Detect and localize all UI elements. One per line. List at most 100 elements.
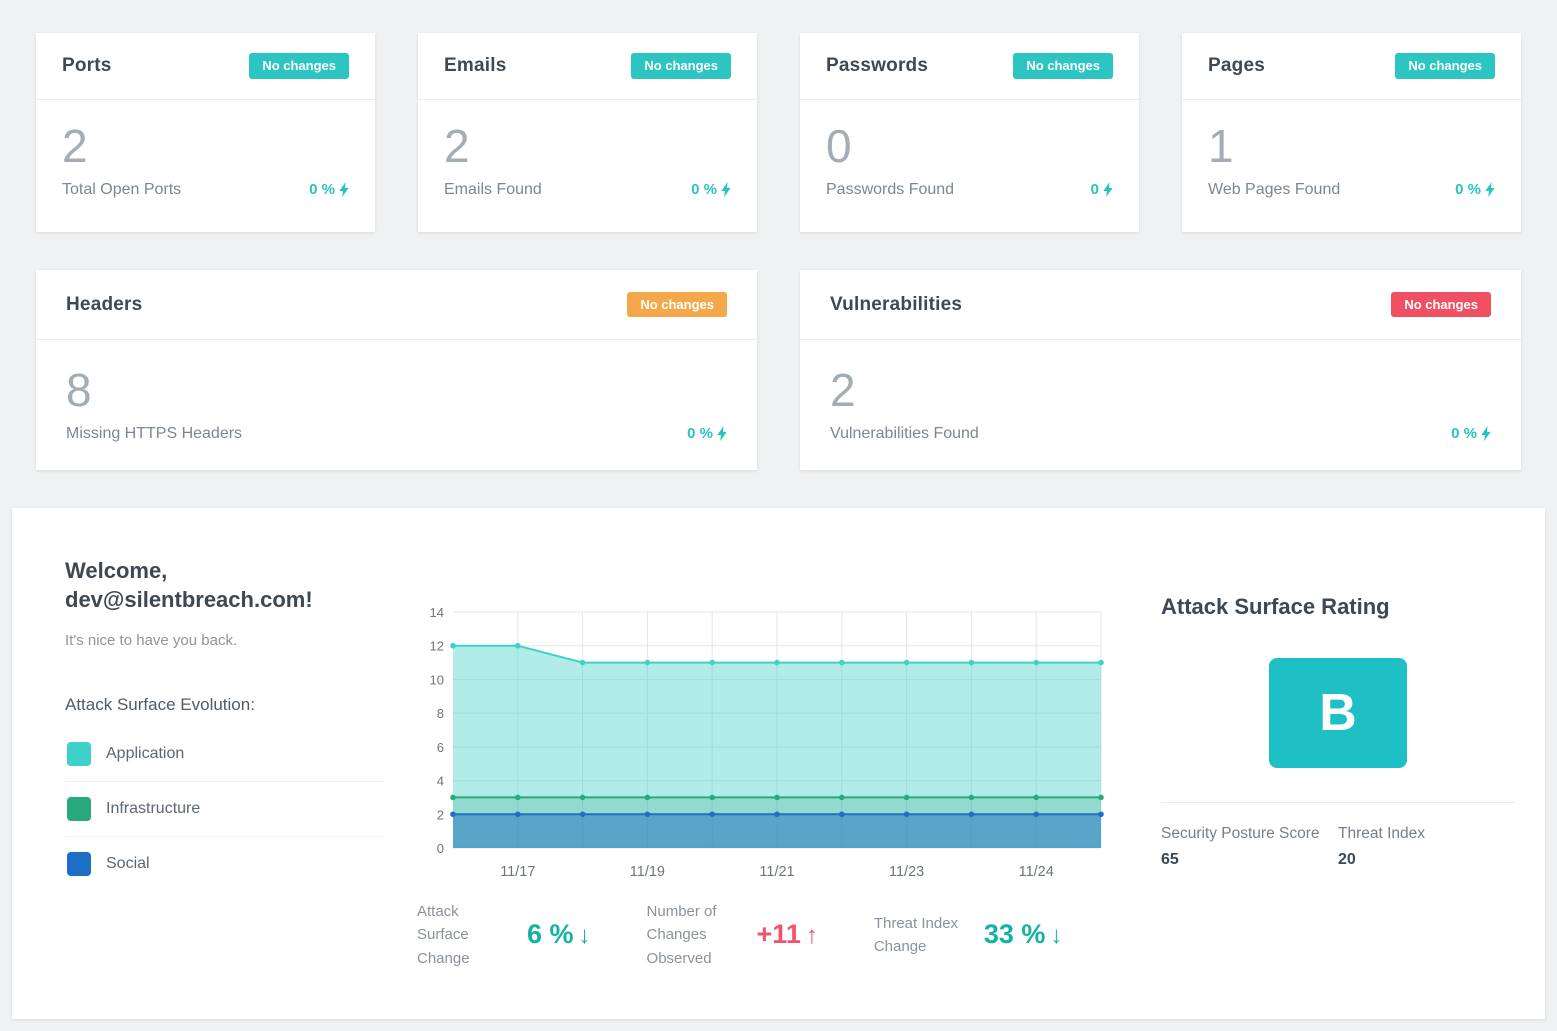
card-passwords: Passwords No changes 0 Passwords Found 0	[800, 33, 1139, 232]
status-badge: No changes	[1391, 291, 1491, 318]
svg-text:11/24: 11/24	[1019, 864, 1054, 880]
svg-text:14: 14	[430, 605, 444, 620]
welcome-section: Welcome, dev@silentbreach.com! It's nice…	[65, 548, 385, 989]
change-percent: 0 %	[687, 425, 713, 443]
change-percent: 0 %	[309, 181, 335, 199]
card-vulnerabilities: Vulnerabilities No changes 2 Vulnerabili…	[800, 270, 1521, 470]
card-title: Headers	[66, 293, 143, 315]
metric-value: 2	[444, 120, 470, 172]
metric-row: Passwords Found 0	[826, 181, 1113, 199]
metric-row: Vulnerabilities Found 0 %	[830, 425, 1491, 443]
legend-label: Social	[106, 855, 150, 873]
rating-stat-label: Security Posture Score	[1161, 825, 1320, 842]
card-headers: Headers No changes 8 Missing HTTPS Heade…	[36, 270, 757, 470]
stat-threat-index-change: Threat Index Change 33 % ↓	[874, 900, 1063, 970]
stat-value: 33 % ↓	[984, 919, 1063, 950]
rating-stat-value: 65	[1161, 851, 1179, 868]
card-title: Vulnerabilities	[830, 293, 963, 315]
svg-text:11/21: 11/21	[759, 864, 794, 880]
metric-label: Passwords Found	[826, 180, 955, 198]
arrow-up-icon: ↑	[805, 922, 818, 950]
svg-text:4: 4	[437, 774, 444, 789]
application-swatch	[67, 742, 91, 767]
change-percent: 0 %	[1455, 181, 1481, 199]
rating-stat-value: 20	[1338, 851, 1356, 868]
rating-section: Attack Surface Rating B Security Posture…	[1113, 548, 1515, 989]
svg-text:11/23: 11/23	[889, 864, 924, 880]
grade-badge: B	[1269, 658, 1407, 768]
overview-panel: Welcome, dev@silentbreach.com! It's nice…	[12, 508, 1545, 1019]
bolt-icon	[339, 182, 349, 198]
stat-label: Threat Index Change	[873, 914, 959, 955]
stat-value: +11 ↑	[757, 919, 818, 950]
chart-stats: Attack Surface Change 6 % ↓ Number of Cha…	[413, 900, 1113, 970]
svg-text:8: 8	[437, 706, 444, 721]
card-title: Pages	[1208, 55, 1265, 76]
metric-value: 1	[1208, 120, 1234, 172]
card-title: Emails	[444, 55, 507, 76]
stat-value: 6 % ↓	[527, 919, 591, 950]
welcome-title: Welcome, dev@silentbreach.com!	[65, 556, 385, 614]
card-pages: Pages No changes 1 Web Pages Found 0 %	[1182, 33, 1521, 232]
security-posture-score: Security Posture Score 65	[1161, 825, 1338, 869]
legend-label: Application	[106, 745, 185, 763]
status-badge: No changes	[1013, 53, 1113, 79]
rating-stats: Security Posture Score 65 Threat Index 2…	[1161, 825, 1515, 869]
metric-change: 0 %	[1451, 425, 1491, 442]
metric-value: 2	[830, 364, 856, 416]
stat-number: 33 %	[983, 919, 1046, 950]
arrow-down-icon: ↓	[578, 922, 591, 950]
card-ports: Ports No changes 2 Total Open Ports 0 %	[36, 33, 375, 232]
card-pages-header: Pages No changes	[1182, 33, 1521, 100]
bolt-icon	[717, 426, 727, 442]
card-title: Ports	[62, 55, 112, 76]
card-passwords-body: 0 Passwords Found 0	[800, 100, 1139, 199]
bolt-icon	[1103, 182, 1113, 198]
metric-row: Missing HTTPS Headers 0 %	[66, 425, 727, 443]
infrastructure-swatch	[67, 797, 91, 822]
metric-cards-row: Ports No changes 2 Total Open Ports 0 % …	[36, 33, 1521, 232]
svg-text:6: 6	[437, 740, 444, 755]
card-title: Passwords	[826, 55, 929, 76]
dashboard: Ports No changes 2 Total Open Ports 0 % …	[0, 0, 1557, 470]
metric-label: Web Pages Found	[1208, 180, 1341, 198]
card-pages-body: 1 Web Pages Found 0 %	[1182, 100, 1521, 199]
legend-item-application[interactable]: Application	[65, 727, 385, 783]
stat-label: Number of Changes Observed	[646, 903, 717, 967]
metric-value: 2	[62, 120, 88, 172]
social-swatch	[67, 852, 91, 877]
svg-text:10: 10	[430, 672, 444, 687]
change-percent: 0 %	[1451, 425, 1477, 443]
welcome-subtitle: It's nice to have you back.	[65, 632, 238, 650]
metric-row: Emails Found 0 %	[444, 181, 731, 199]
chart-legend: Application Infrastructure Social	[65, 727, 385, 891]
legend-item-social[interactable]: Social	[65, 837, 385, 891]
bolt-icon	[721, 182, 731, 198]
status-badge: No changes	[249, 53, 349, 79]
wide-cards-row: Headers No changes 8 Missing HTTPS Heade…	[36, 270, 1521, 470]
chart-section: 0 2 4 6 8 10 12 14 11/17 11/19 11/21 11/23 11/24 Att…	[413, 548, 1113, 989]
legend-label: Infrastructure	[106, 800, 201, 818]
legend-item-infrastructure[interactable]: Infrastructure	[65, 782, 385, 838]
threat-index: Threat Index 20	[1338, 825, 1515, 869]
metric-label: Missing HTTPS Headers	[66, 424, 243, 442]
card-vulnerabilities-header: Vulnerabilities No changes	[800, 270, 1521, 340]
stat-label: Attack Surface Change	[417, 903, 470, 967]
svg-text:0: 0	[437, 841, 444, 856]
card-vulnerabilities-body: 2 Vulnerabilities Found 0 %	[800, 340, 1521, 443]
metric-change: 0 %	[687, 425, 727, 442]
change-percent: 0	[1090, 181, 1099, 199]
metric-change: 0	[1091, 181, 1113, 198]
metric-label: Emails Found	[444, 180, 542, 198]
status-badge: No changes	[1395, 53, 1495, 79]
card-emails: Emails No changes 2 Emails Found 0 %	[418, 33, 757, 232]
change-percent: 0 %	[691, 181, 717, 199]
metric-value: 8	[66, 364, 92, 416]
status-badge: No changes	[631, 53, 731, 79]
card-emails-body: 2 Emails Found 0 %	[418, 100, 757, 199]
welcome-line2: dev@silentbreach.com!	[65, 587, 313, 613]
stat-changes-observed: Number of Changes Observed +11 ↑	[647, 900, 818, 970]
card-headers-body: 8 Missing HTTPS Headers 0 %	[36, 340, 757, 443]
arrow-down-icon: ↓	[1050, 922, 1063, 950]
evolution-label: Attack Surface Evolution:	[65, 695, 255, 715]
